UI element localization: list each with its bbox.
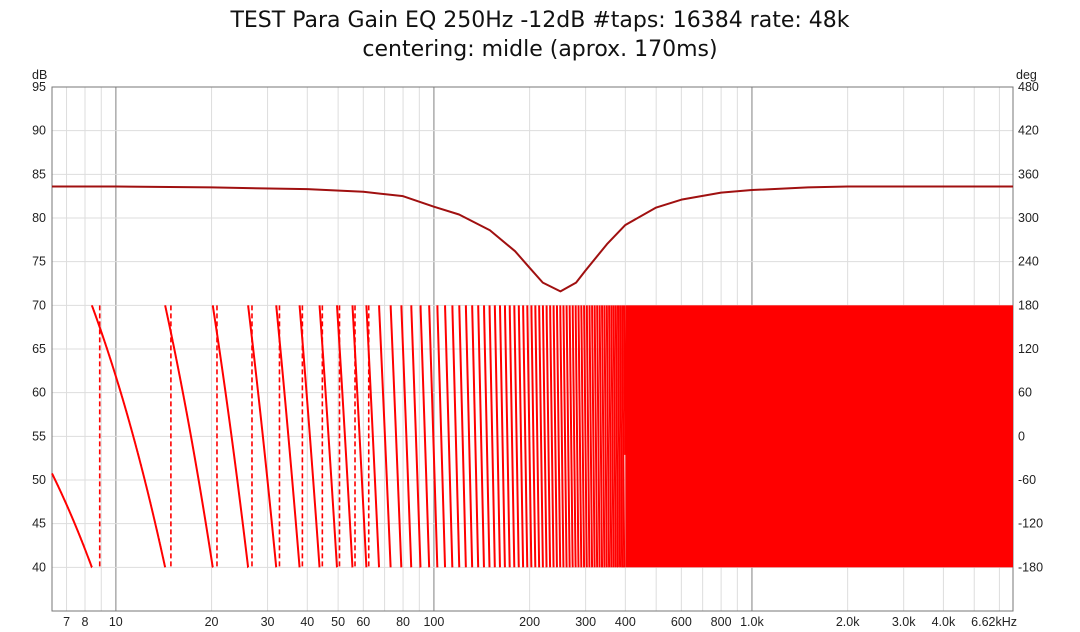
y-left-unit: dB — [32, 68, 47, 82]
x-tick-label: 300 — [575, 615, 596, 629]
x-tick-label: 30 — [261, 615, 275, 629]
y-left-tick-label: 75 — [32, 255, 46, 269]
x-tick-label: 100 — [423, 615, 444, 629]
y-left-tick-label: 90 — [32, 124, 46, 138]
x-tick-label: 40 — [300, 615, 314, 629]
y-left-tick-label: 50 — [32, 473, 46, 487]
y-right-tick-label: 480 — [1018, 80, 1039, 94]
y-right-tick-label: 120 — [1018, 342, 1039, 356]
x-tick-label: 6.62kHz — [971, 615, 1017, 629]
y-right-tick-label: 420 — [1018, 124, 1039, 138]
x-tick-label: 20 — [205, 615, 219, 629]
x-tick-label: 60 — [356, 615, 370, 629]
x-tick-label: 1.0k — [740, 615, 764, 629]
x-tick-label: 200 — [519, 615, 540, 629]
y-left-tick-label: 55 — [32, 429, 46, 443]
chart-subtitle: centering: midle (aprox. 170ms) — [362, 37, 718, 62]
phase-series — [51, 305, 1013, 569]
x-tick-label: 600 — [671, 615, 692, 629]
y-right-tick-label: 60 — [1018, 386, 1032, 400]
magnitude-series — [52, 185, 1013, 293]
phase-dense-region — [625, 305, 1013, 568]
x-tick-label: 800 — [711, 615, 732, 629]
y-left-tick-label: 60 — [32, 386, 46, 400]
axis-labels: 9590858075706560555045404804203603002401… — [32, 68, 1043, 629]
y-left-tick-label: 80 — [32, 211, 46, 225]
y-right-tick-label: 0 — [1018, 429, 1025, 443]
y-right-tick-label: -120 — [1018, 517, 1043, 531]
y-left-tick-label: 40 — [32, 560, 46, 574]
x-tick-label: 400 — [615, 615, 636, 629]
x-tick-label: 4.0k — [932, 615, 956, 629]
y-right-tick-label: -60 — [1018, 473, 1036, 487]
y-right-unit: deg — [1016, 68, 1037, 82]
y-right-tick-label: 180 — [1018, 298, 1039, 312]
x-tick-label: 7 — [63, 615, 70, 629]
x-tick-label: 2.0k — [836, 615, 860, 629]
y-left-tick-label: 70 — [32, 298, 46, 312]
phase-line — [51, 305, 627, 569]
x-tick-label: 80 — [396, 615, 410, 629]
y-left-tick-label: 45 — [32, 517, 46, 531]
y-right-tick-label: 360 — [1018, 167, 1039, 181]
chart-title: TEST Para Gain EQ 250Hz -12dB #taps: 163… — [230, 8, 850, 33]
y-right-tick-label: -180 — [1018, 560, 1043, 574]
y-left-tick-label: 65 — [32, 342, 46, 356]
x-tick-label: 50 — [331, 615, 345, 629]
y-right-tick-label: 300 — [1018, 211, 1039, 225]
x-tick-label: 10 — [109, 615, 123, 629]
y-left-tick-label: 85 — [32, 167, 46, 181]
x-tick-label: 8 — [82, 615, 89, 629]
y-left-tick-label: 95 — [32, 80, 46, 94]
x-tick-label: 3.0k — [892, 615, 916, 629]
y-right-tick-label: 240 — [1018, 255, 1039, 269]
magnitude-line — [52, 185, 1013, 293]
